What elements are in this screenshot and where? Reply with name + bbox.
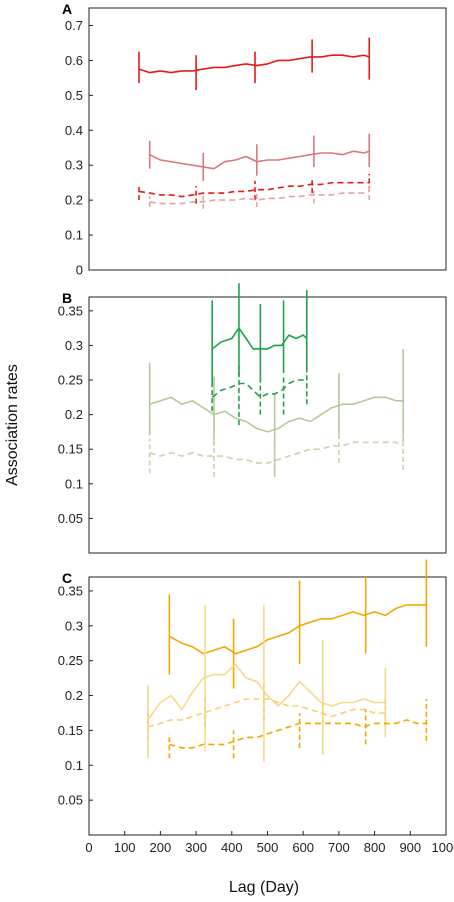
y-tick-label: 0.2 — [65, 688, 83, 703]
x-tick-label: 1000 — [432, 840, 454, 855]
panel-b: 0.05 0.1 0.15 0.2 0.25 0.3 0.35B — [58, 283, 447, 554]
x-tick-label: 100 — [114, 840, 136, 855]
panel-label: C — [62, 570, 72, 586]
series-line-1 — [149, 396, 404, 433]
panel-label: A — [62, 1, 72, 17]
x-tick-label: 400 — [221, 840, 243, 855]
series-line-3 — [147, 698, 386, 728]
series-line-2 — [147, 663, 386, 721]
x-tick-label: 600 — [292, 840, 314, 855]
x-tick-label: 800 — [364, 840, 386, 855]
y-tick-label: 0.4 — [65, 123, 83, 138]
x-tick-label: 0 — [85, 840, 92, 855]
series-line-2 — [211, 327, 308, 350]
x-tick-label: 200 — [150, 840, 172, 855]
plot-frame — [88, 576, 447, 836]
series-line-1 — [138, 54, 370, 74]
series-line-1 — [168, 604, 427, 655]
series-line-4 — [149, 441, 404, 464]
series-line-4 — [169, 719, 427, 749]
y-tick-label: 0.1 — [65, 476, 83, 491]
y-tick-label: 0.05 — [58, 793, 83, 808]
y-tick-label: 0.15 — [58, 442, 83, 457]
y-tick-label: 0.3 — [65, 618, 83, 633]
y-tick-label: 0 — [76, 263, 83, 278]
x-tick-label: 500 — [257, 840, 279, 855]
series-line-3 — [211, 379, 308, 399]
y-tick-label: 0.05 — [58, 511, 83, 526]
y-tick-label: 0.1 — [65, 228, 83, 243]
y-axis-title: Association rates — [4, 364, 21, 486]
y-tick-label: 0.2 — [65, 193, 83, 208]
x-tick-label: 700 — [328, 840, 350, 855]
x-tick-label: 900 — [399, 840, 421, 855]
y-tick-label: 0.15 — [58, 723, 83, 738]
series-line-4 — [149, 190, 370, 205]
y-tick-label: 0.25 — [58, 653, 83, 668]
panel-a: 0 0.1 0.2 0.3 0.4 0.5 0.6 0.7A — [62, 1, 447, 278]
plot-frame — [88, 296, 447, 554]
y-tick-label: 0.7 — [65, 18, 83, 33]
y-tick-label: 0.3 — [65, 338, 83, 353]
y-tick-label: 0.35 — [58, 583, 83, 598]
y-tick-label: 0.25 — [58, 373, 83, 388]
y-tick-label: 0.6 — [65, 53, 83, 68]
plot-frame — [88, 7, 447, 271]
panel-c: 0.05 0.1 0.15 0.2 0.25 0.3 0.35 0 100 200 300 400 50… — [58, 559, 454, 855]
x-tick-label: 300 — [185, 840, 207, 855]
y-tick-label: 0.5 — [65, 88, 83, 103]
x-axis-title: Lag (Day) — [229, 879, 299, 896]
y-tick-label: 0.2 — [65, 407, 83, 422]
panel-label: B — [62, 290, 72, 306]
series-line-2 — [149, 150, 370, 170]
y-tick-label: 0.35 — [58, 303, 83, 318]
y-tick-label: 0.3 — [65, 158, 83, 173]
y-tick-label: 0.1 — [65, 758, 83, 773]
series-line-3 — [138, 181, 370, 198]
